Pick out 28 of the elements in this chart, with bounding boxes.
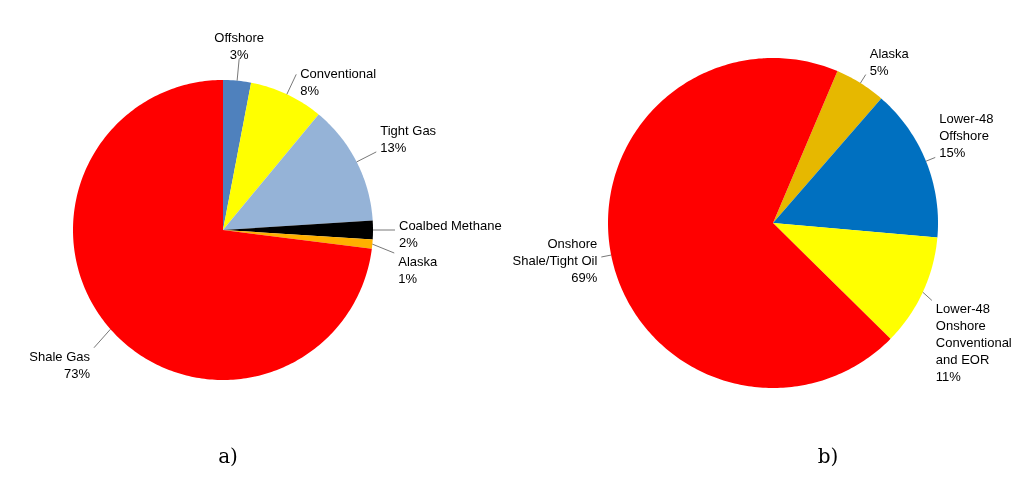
pie-slice <box>608 58 891 388</box>
data-label: 8% <box>300 82 320 98</box>
data-label: 3% <box>229 46 250 62</box>
slice-label: Alaska <box>869 45 910 61</box>
data-label: 11% <box>935 369 962 385</box>
slice-label: Offshore <box>214 29 264 45</box>
text: b) <box>817 444 839 468</box>
pie-slice <box>223 114 373 230</box>
pie-slice <box>773 98 938 238</box>
slice-label: Coalbed Methane <box>399 218 502 233</box>
pie-slice <box>773 223 938 339</box>
data-label: 69% <box>571 270 598 286</box>
slice-label: Lower-48 Onshore Conventional and EOR <box>935 301 1012 368</box>
data-label: 2% <box>399 235 419 250</box>
slice-label: Shale Gas <box>29 348 91 364</box>
pie-slice <box>223 82 319 230</box>
data-label: 13% <box>380 139 407 155</box>
text: a) <box>218 444 238 468</box>
data-label: 73% <box>63 365 91 381</box>
pie-slice <box>223 80 252 230</box>
slice-label: Alaska <box>398 254 439 269</box>
slice-label: Tight Gas <box>380 122 437 138</box>
data-label: 15% <box>939 145 966 161</box>
slice-label: Conventional <box>300 65 377 81</box>
slice-label: Lower-48 Offshore <box>939 111 994 144</box>
data-label: 1% <box>398 271 418 286</box>
slice-label: Onshore Shale/Tight Oil <box>512 236 598 269</box>
data-label: 5% <box>869 62 889 78</box>
